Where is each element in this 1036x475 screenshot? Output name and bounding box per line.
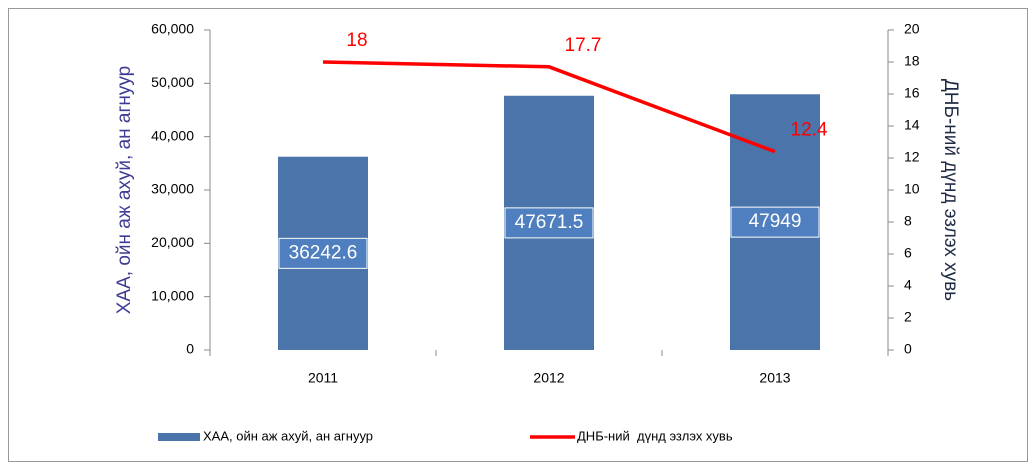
y2-tick-label: 0 — [904, 341, 912, 357]
x-tick-label: 2013 — [759, 370, 790, 386]
data-label-box — [278, 237, 368, 269]
y-tick-label: 50,000 — [151, 74, 194, 90]
data-label: 12.4 — [791, 120, 828, 141]
y-tick-label: 10,000 — [151, 287, 194, 303]
y-tick-label: 60,000 — [151, 21, 194, 37]
data-label: 47949 — [749, 211, 802, 232]
x-tick-label: 2011 — [308, 370, 338, 386]
x-tick-label: 2012 — [533, 370, 564, 386]
y2-tick-label: 20 — [904, 21, 920, 37]
y2-tick-label: 14 — [904, 117, 920, 133]
data-label: 18 — [346, 30, 367, 51]
y2-tick-label: 8 — [904, 213, 912, 229]
legend-swatch — [158, 433, 200, 441]
y-tick-label: 0 — [186, 341, 194, 357]
y-tick-label: 40,000 — [151, 127, 194, 143]
legend-label: ДНБ-ний дүнд эзлэх хувь — [577, 428, 733, 443]
y-tick-label: 20,000 — [151, 234, 194, 250]
y2-tick-label: 16 — [904, 85, 920, 101]
data-label: 17.7 — [565, 35, 602, 56]
y2-tick-label: 4 — [904, 277, 912, 293]
data-label: 36242.6 — [289, 242, 358, 263]
data-label: 47671.5 — [515, 212, 584, 233]
y2-tick-label: 6 — [904, 245, 912, 261]
y2-tick-label: 12 — [904, 149, 920, 165]
line — [322, 60, 776, 154]
y-tick-label: 30,000 — [151, 181, 194, 197]
y-axis-label: ХАА, ойн аж ахуй, ан агнуур — [114, 66, 135, 315]
y2-tick-label: 10 — [904, 181, 920, 197]
legend-label: ХАА, ойн аж ахуй, ан агнуур — [203, 428, 373, 443]
y2-axis-label: ДНБ-ний дүнд эзлэх хувь — [940, 79, 961, 301]
y2-tick-label: 18 — [904, 53, 920, 69]
data-label-box — [504, 207, 594, 239]
data-label-box — [730, 206, 820, 238]
y2-tick-label: 2 — [904, 309, 912, 325]
